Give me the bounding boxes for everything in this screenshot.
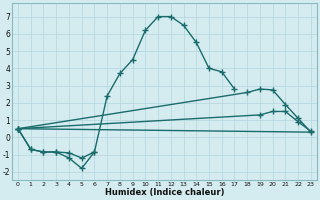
X-axis label: Humidex (Indice chaleur): Humidex (Indice chaleur) [105, 188, 224, 197]
